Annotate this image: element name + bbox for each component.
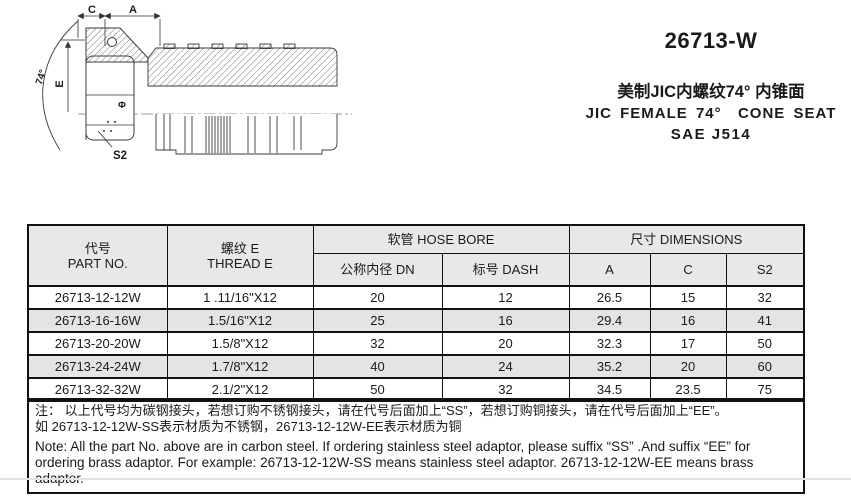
table-row: 26713-12-12W 1 .11/16"X12 20 12 26.5 15 … [27,285,805,310]
part-number-heading: 26713-W [664,28,758,53]
col-header-thread-cn: 螺纹 E [220,240,260,256]
cell-s2: 50 [725,331,805,356]
table-row: 26713-32-32W 2.1/2"X12 50 32 34.5 23.5 7… [27,377,805,402]
cell-a: 29.4 [568,308,651,333]
cell-part-no: 26713-16-16W [27,308,168,333]
col-header-dn: 公称内径 DN [312,252,443,287]
table-row: 26713-20-20W 1.5/8"X12 32 20 32.3 17 50 [27,331,805,356]
nut [85,27,149,141]
dim-a [104,12,161,46]
phi-symbol: Φ [118,100,126,111]
cell-dn: 25 [312,308,443,333]
dim-e-label: E [54,80,66,87]
cell-dn: 20 [312,285,443,310]
cell-dash: 16 [441,308,570,333]
fitting-drawing-svg: C A E 74° Φ S2 [34,4,352,162]
note-en: Note: All the part No. above are in carb… [35,439,754,486]
dim-c [77,12,106,46]
cell-c: 17 [649,331,727,356]
col-header-dash: 标号 DASH [441,252,570,287]
cell-c: 15 [649,285,727,310]
product-title-block: 26713-W 美制JIC内螺纹74° 内锥面 JIC FEMALE 74° C… [572,28,850,143]
s2-leader [97,130,113,148]
col-header-s2: S2 [725,252,805,287]
col-header-thread-en: THREAD E [207,255,273,271]
product-title-cn: 美制JIC内螺纹74° 内锥面 [617,83,805,101]
dim-e [61,39,85,112]
cell-dn: 32 [312,331,443,356]
cell-dash: 24 [441,354,570,379]
cell-s2: 41 [725,308,805,333]
cell-dash: 20 [441,331,570,356]
s2-label: S2 [113,150,127,162]
col-header-part-no: 代号 PART NO. [27,224,168,287]
col-header-part-no-cn: 代号 [84,240,111,256]
cell-a: 35.2 [568,354,651,379]
col-header-hose-bore: 软管 HOSE BORE [312,224,570,254]
notes-box: 注： 以上代号均为碳钢接头，若想订购不锈钢接头，请在代号后面加上“SS”，若想订… [27,398,805,494]
cell-thread: 1.7/8"X12 [166,354,314,379]
cell-s2: 32 [725,285,805,310]
cell-c: 20 [649,354,727,379]
dim-a-label: A [129,4,137,16]
cell-thread: 1 .11/16"X12 [166,285,314,310]
angle-label: 74° [34,68,49,86]
cone-angle-arc [42,20,79,151]
cell-c: 23.5 [649,377,727,402]
col-header-a: A [568,252,651,287]
thread-detail [205,116,231,153]
cell-part-no: 26713-32-32W [27,377,168,402]
col-header-dimensions: 尺寸 DIMENSIONS [568,224,805,254]
cell-a: 32.3 [568,331,651,356]
cell-dn: 50 [312,377,443,402]
technical-drawing: C A E 74° Φ S2 [16,0,358,176]
note-cn-line2: 如 26713-12-12W-SS表示材质为不锈钢，26713-12-12W-E… [35,419,462,434]
hose-stem-section [147,43,338,87]
spec-table: 代号 PART NO. 螺纹 E THREAD E 软管 HOSE BORE 尺… [27,224,806,402]
cell-s2: 60 [725,354,805,379]
cell-dash: 12 [441,285,570,310]
cell-thread: 1.5/8"X12 [166,331,314,356]
cell-dash: 32 [441,377,570,402]
standard-reference: SAE J514 [670,126,752,143]
cell-part-no: 26713-12-12W [27,285,168,310]
cell-a: 26.5 [568,285,651,310]
hose-stem-profile [155,114,338,155]
cell-thread: 1.5/16"X12 [166,308,314,333]
note-cn-line1: 注： 以上代号均为碳钢接头，若想订购不锈钢接头，请在代号后面加上“SS”，若想订… [35,403,728,418]
col-header-thread: 螺纹 E THREAD E [166,224,314,287]
cell-dn: 40 [312,354,443,379]
scan-artifact-line [0,478,851,480]
dim-c-label: C [88,4,96,16]
col-header-part-no-en: PART NO. [67,255,128,271]
table-row: 26713-16-16W 1.5/16"X12 25 16 29.4 16 41 [27,308,805,333]
cell-part-no: 26713-24-24W [27,354,168,379]
cell-s2: 75 [725,377,805,402]
cone-seat-ball [107,37,117,47]
cell-part-no: 26713-20-20W [27,331,168,356]
cell-c: 16 [649,308,727,333]
col-header-c: C [649,252,727,287]
product-title-en: JIC FEMALE 74° CONE SEAT [585,105,837,122]
table-row: 26713-24-24W 1.7/8"X12 40 24 35.2 20 60 [27,354,805,379]
